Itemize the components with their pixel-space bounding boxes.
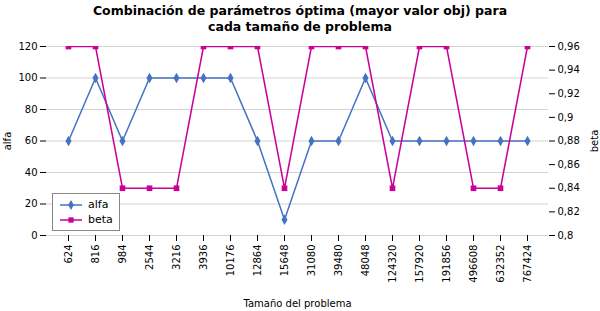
- svg-text:496608: 496608: [468, 245, 479, 283]
- svg-text:0,96: 0,96: [558, 41, 580, 52]
- html-text:beta: beta: [88, 213, 113, 227]
- svg-text:816: 816: [90, 245, 101, 264]
- svg-text:124320: 124320: [387, 245, 398, 283]
- svg-text:beta: beta: [589, 130, 600, 153]
- svg-text:2544: 2544: [144, 245, 155, 270]
- svg-text:80: 80: [25, 104, 38, 115]
- svg-text:10176: 10176: [225, 245, 236, 277]
- svg-text:15648: 15648: [279, 245, 290, 277]
- svg-text:alfa: alfa: [2, 132, 13, 151]
- svg-text:20: 20: [25, 198, 38, 209]
- svg-text:191856: 191856: [441, 245, 452, 283]
- html-text:Combinación de parámetros ópti: Combinación de parámetros óptima (mayor …: [92, 3, 508, 34]
- svg-text:Tamaño del problema: Tamaño del problema: [242, 298, 351, 309]
- svg-text:12864: 12864: [252, 245, 263, 277]
- svg-text:39480: 39480: [333, 245, 344, 277]
- svg-text:0,84: 0,84: [558, 183, 580, 194]
- svg-text:0,8: 0,8: [558, 230, 574, 241]
- svg-text:0,82: 0,82: [558, 206, 580, 217]
- svg-text:0,9: 0,9: [558, 112, 574, 123]
- svg-text:157920: 157920: [414, 245, 425, 283]
- svg-text:624: 624: [63, 245, 74, 264]
- svg-text:767424: 767424: [522, 245, 533, 283]
- html-text:alfa: alfa: [88, 198, 109, 212]
- svg-text:3936: 3936: [198, 245, 209, 270]
- svg-text:632352: 632352: [495, 245, 506, 283]
- svg-text:0,92: 0,92: [558, 88, 580, 99]
- svg-text:0,88: 0,88: [558, 135, 580, 146]
- svg-text:0,86: 0,86: [558, 159, 580, 170]
- svg-text:40: 40: [25, 167, 38, 178]
- svg-text:984: 984: [117, 245, 128, 264]
- svg-text:31080: 31080: [306, 245, 317, 277]
- svg-text:100: 100: [18, 72, 37, 83]
- svg-text:48048: 48048: [360, 245, 371, 277]
- svg-text:0: 0: [31, 230, 37, 241]
- svg-text:0,94: 0,94: [558, 65, 580, 76]
- svg-text:120: 120: [18, 41, 37, 52]
- svg-text:3216: 3216: [171, 245, 182, 270]
- svg-text:60: 60: [25, 135, 38, 146]
